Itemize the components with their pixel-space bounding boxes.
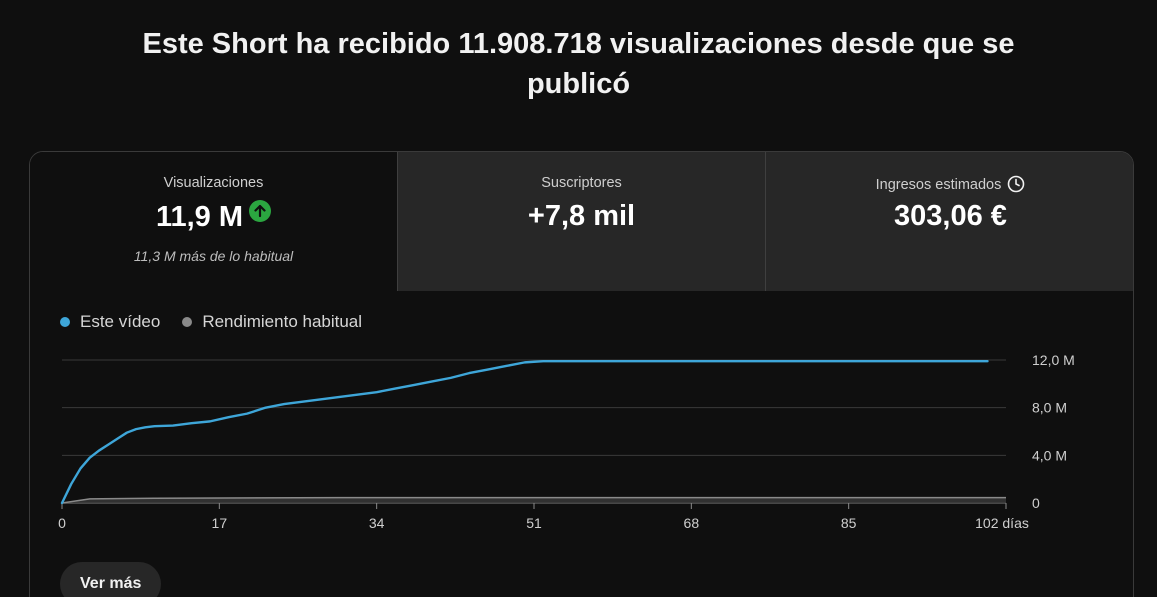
tab-label: Ingresos estimados: [766, 175, 1133, 193]
revenue-label: Ingresos estimados: [875, 177, 1002, 193]
clock-icon[interactable]: [1007, 175, 1025, 193]
subscribers-value: +7,8 mil: [527, 200, 636, 232]
y-tick-label: 4,0 M: [1032, 447, 1067, 463]
x-tick-label: 51: [526, 515, 542, 531]
legend-dot: [182, 317, 193, 327]
x-tick-label: 34: [369, 515, 385, 531]
legend-item-this-video: Este vídeo: [60, 312, 160, 332]
typical-performance-area: [62, 497, 1006, 503]
analytics-card: Visualizaciones 11,9 M 11,3 M más de lo …: [29, 151, 1134, 597]
x-tick-label: 85: [841, 515, 857, 531]
views-comparison-note: 11,3 M más de lo habitual: [133, 248, 294, 264]
series-line-this-video: [60, 359, 989, 505]
x-tick-label: 68: [684, 515, 700, 531]
arrow-up-icon: [249, 200, 272, 222]
views-line-chart[interactable]: 0 4,0 M 8,0 M 12,0 M 0 17 34 51 68 85 102 días: [30, 342, 1134, 552]
tab-label: Suscriptores: [541, 175, 622, 191]
x-tick-label: 0: [58, 515, 66, 531]
tab-estimated-revenue[interactable]: Ingresos estimados 303,06 €: [765, 152, 1133, 291]
x-tick-label: 17: [212, 515, 228, 531]
tab-label: Visualizaciones: [163, 175, 264, 191]
legend-dot: [60, 317, 70, 327]
metric-tabs: Visualizaciones 11,9 M 11,3 M más de lo …: [30, 152, 1133, 291]
y-tick-label: 0: [1032, 495, 1040, 511]
revenue-value: 303,06 €: [894, 200, 1007, 232]
legend-label: Rendimiento habitual: [202, 312, 363, 331]
legend-item-typical: Rendimiento habitual: [182, 312, 362, 332]
tab-subscribers[interactable]: Suscriptores +7,8 mil: [397, 152, 765, 291]
legend-label: Este vídeo: [80, 312, 161, 331]
y-tick-label: 12,0 M: [1032, 352, 1075, 368]
chart-legend: Este vídeo Rendimiento habitual: [60, 312, 362, 332]
see-more-button[interactable]: Ver más: [60, 562, 162, 597]
x-tick-label: 102 días: [975, 515, 1029, 531]
page-title: Este Short ha recibido 11.908.718 visual…: [142, 28, 1015, 100]
series-line-typical: [61, 496, 1006, 504]
tab-views[interactable]: Visualizaciones 11,9 M 11,3 M más de lo …: [30, 152, 397, 291]
tab-value: 11,9 M: [30, 200, 397, 234]
views-value: 11,9 M: [155, 201, 244, 233]
y-tick-label: 8,0 M: [1032, 400, 1067, 416]
